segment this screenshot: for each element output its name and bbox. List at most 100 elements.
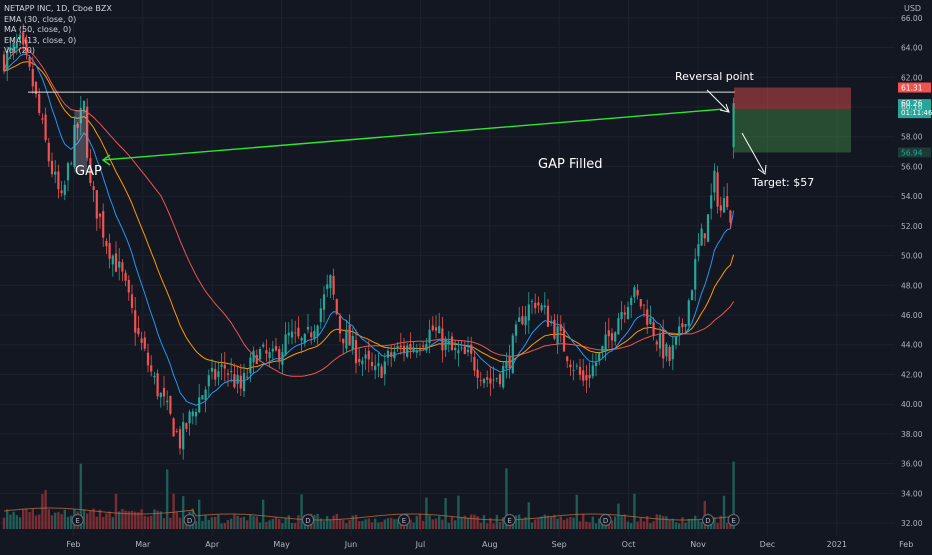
candle-body xyxy=(706,214,710,242)
legend-ema13[interactable]: EMA (13, close, 0) xyxy=(4,35,77,45)
volume-bar xyxy=(140,509,143,529)
volume-bar xyxy=(18,517,22,529)
legend-symbol[interactable]: NETAPP INC, 1D, Cboe BZX xyxy=(4,4,112,13)
candle-body xyxy=(95,190,98,219)
event-marker-earnings[interactable] xyxy=(71,514,84,526)
volume-bar xyxy=(537,517,540,529)
candle-body xyxy=(486,377,489,380)
candle-body xyxy=(649,318,652,324)
volume-bar xyxy=(335,513,338,529)
candle-body xyxy=(662,328,665,359)
volume-bar xyxy=(242,516,246,529)
price-axis-tick: 40.00 xyxy=(901,400,923,409)
volume-bar xyxy=(649,523,652,529)
candle-body xyxy=(425,343,428,351)
candle-body xyxy=(201,395,204,400)
candle-body xyxy=(274,346,278,351)
volume-bar xyxy=(287,515,290,529)
volume-bar xyxy=(246,520,249,529)
candle-body xyxy=(572,370,575,371)
volume-bar xyxy=(428,515,431,529)
candle-body xyxy=(265,350,268,354)
volume-bar xyxy=(543,514,546,529)
legend-ema30[interactable]: EMA (30, close, 0) xyxy=(4,14,77,24)
volume-bar xyxy=(438,516,441,529)
candle-body xyxy=(386,350,390,358)
volume-bar xyxy=(534,519,537,529)
candle-body xyxy=(492,379,495,381)
volume-bar xyxy=(102,516,105,529)
candle-body xyxy=(236,374,239,384)
candle-body xyxy=(246,376,249,378)
price-axis-tick: 66.00 xyxy=(901,14,923,23)
event-marker-dividend[interactable] xyxy=(702,514,714,526)
event-marker-earnings[interactable] xyxy=(503,514,516,526)
event-marker-earnings[interactable] xyxy=(398,514,410,526)
price-axis-tick: 50.00 xyxy=(901,252,923,261)
candle-body xyxy=(562,328,566,352)
candle-body xyxy=(41,118,44,120)
volume-bar xyxy=(447,522,450,529)
event-marker-dividend[interactable] xyxy=(599,514,612,526)
legend-volume[interactable]: Vol (20) xyxy=(4,46,35,55)
candle-body xyxy=(681,323,684,328)
candle-body xyxy=(358,359,361,362)
candle-body xyxy=(166,400,169,403)
candle-body xyxy=(684,324,687,327)
candle-body xyxy=(111,255,114,265)
time-axis-tick: Feb xyxy=(66,540,80,549)
candle-body xyxy=(591,365,594,377)
bar-countdown-label: 01:11:46 xyxy=(901,109,932,117)
volume-bar xyxy=(422,520,425,529)
volume-bar xyxy=(569,517,572,529)
candle-body xyxy=(428,329,431,343)
candle-body xyxy=(399,345,402,347)
candle-body xyxy=(524,316,527,326)
volume-bar xyxy=(121,508,124,529)
candle-body xyxy=(98,213,102,217)
volume-bar xyxy=(566,518,569,529)
volume-bar xyxy=(338,518,342,529)
candle-body xyxy=(76,123,79,128)
volume-bar xyxy=(562,519,566,529)
candle-body xyxy=(290,331,294,338)
candle-body xyxy=(175,431,178,432)
volume-bar xyxy=(726,522,729,529)
candle-body xyxy=(444,339,447,350)
candle-body xyxy=(326,284,329,289)
volume-bar xyxy=(498,521,502,529)
gap-filled-line xyxy=(102,108,723,161)
price-axis-tick: 32.00 xyxy=(901,519,923,528)
event-marker-earnings[interactable] xyxy=(727,514,740,526)
event-marker-dividend[interactable] xyxy=(183,514,196,526)
time-axis[interactable] xyxy=(0,536,932,550)
candle-body xyxy=(527,304,530,321)
candle-body xyxy=(271,348,274,352)
target-arrow-head xyxy=(757,164,767,175)
event-marker-label: E xyxy=(402,517,406,525)
candle-body xyxy=(540,305,543,311)
candle-body xyxy=(233,374,236,388)
event-marker-label: E xyxy=(731,517,735,525)
volume-bar xyxy=(719,515,722,529)
volume-bar xyxy=(457,495,460,529)
time-axis-tick: Dec xyxy=(760,540,775,549)
volume-bar xyxy=(332,515,335,529)
candle-body xyxy=(79,107,82,124)
volume-bar xyxy=(383,519,386,529)
volume-bar xyxy=(79,463,82,529)
candle-body xyxy=(204,389,207,400)
volume-bar xyxy=(505,468,508,529)
volume-bar xyxy=(12,511,15,529)
candle-body xyxy=(194,412,198,417)
gap-arrow-head xyxy=(101,154,111,166)
candle-body xyxy=(620,311,623,320)
volume-bar xyxy=(412,522,415,529)
candle-body xyxy=(604,334,607,352)
legend-ma50[interactable]: MA (50, close, 0) xyxy=(4,25,72,34)
candle-body xyxy=(454,347,457,351)
event-marker-dividend[interactable] xyxy=(302,514,314,526)
